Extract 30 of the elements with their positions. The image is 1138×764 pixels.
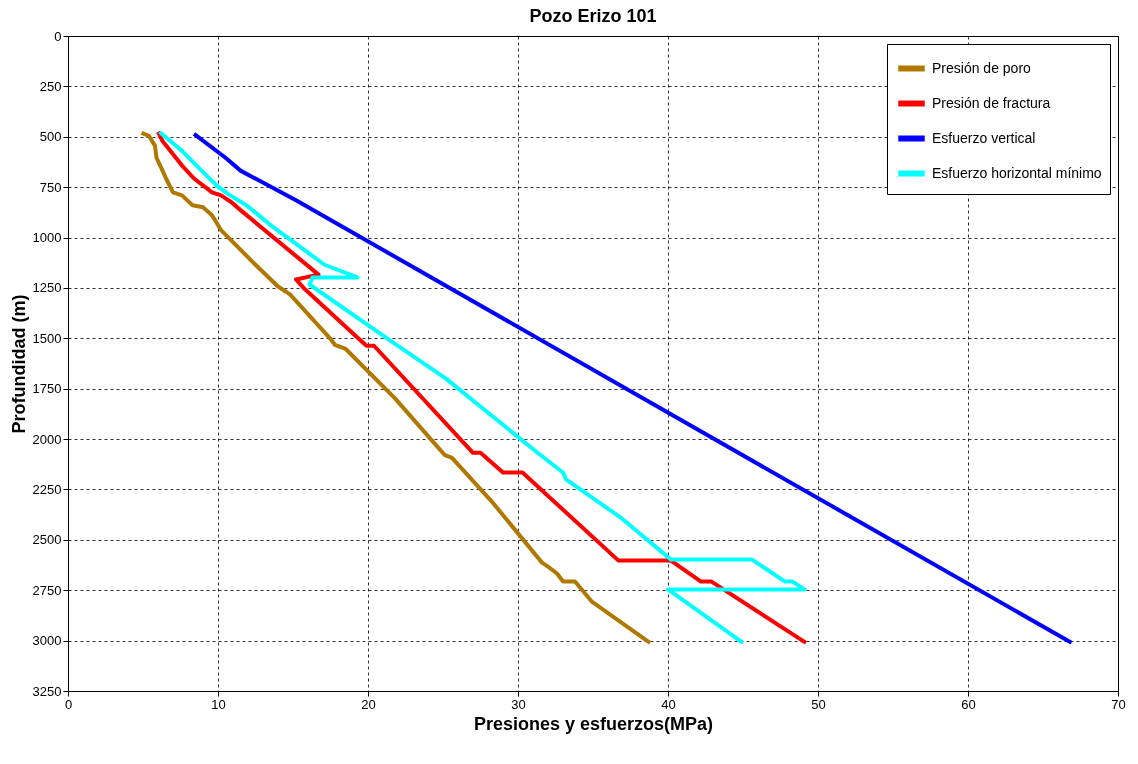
y-tick-label: 1750 (32, 381, 62, 397)
x-axis-title: Presiones y esfuerzos(MPa) (473, 713, 714, 734)
x-tick-label: 0 (64, 696, 73, 712)
y-tick-label: 2500 (32, 532, 62, 548)
chart-title: Pozo Erizo 101 (529, 6, 657, 26)
y-tick-label: 1000 (32, 230, 62, 246)
y-tick-label: 2000 (32, 431, 62, 447)
legend-label: Presión de fractura (932, 94, 1051, 111)
x-tick-label: 70 (1111, 696, 1126, 712)
legend-label: Esfuerzo horizontal mínimo (932, 164, 1102, 181)
y-tick-label: 250 (39, 78, 62, 94)
legend-label: Esfuerzo vertical (932, 129, 1036, 146)
x-tick-label: 60 (961, 696, 976, 712)
y-tick-label: 1250 (32, 280, 62, 296)
x-tick-label: 30 (511, 696, 526, 712)
y-tick-label: 0 (54, 28, 62, 44)
legend-label: Presión de poro (932, 59, 1032, 76)
y-tick-label: 2750 (32, 582, 62, 598)
y-tick-label: 3000 (32, 633, 62, 649)
x-tick-label: 10 (211, 696, 226, 712)
x-tick-label: 40 (661, 696, 676, 712)
y-tick-label: 3250 (32, 683, 62, 699)
y-tick-label: 1500 (32, 330, 62, 346)
x-tick-label: 50 (811, 696, 826, 712)
y-tick-label: 750 (39, 179, 62, 195)
y-tick-label: 2250 (32, 481, 62, 497)
y-axis-title: Profundidad (m) (8, 294, 29, 434)
line-series (139, 130, 652, 645)
y-tick-label: 500 (39, 129, 62, 145)
x-tick-label: 20 (361, 696, 376, 712)
